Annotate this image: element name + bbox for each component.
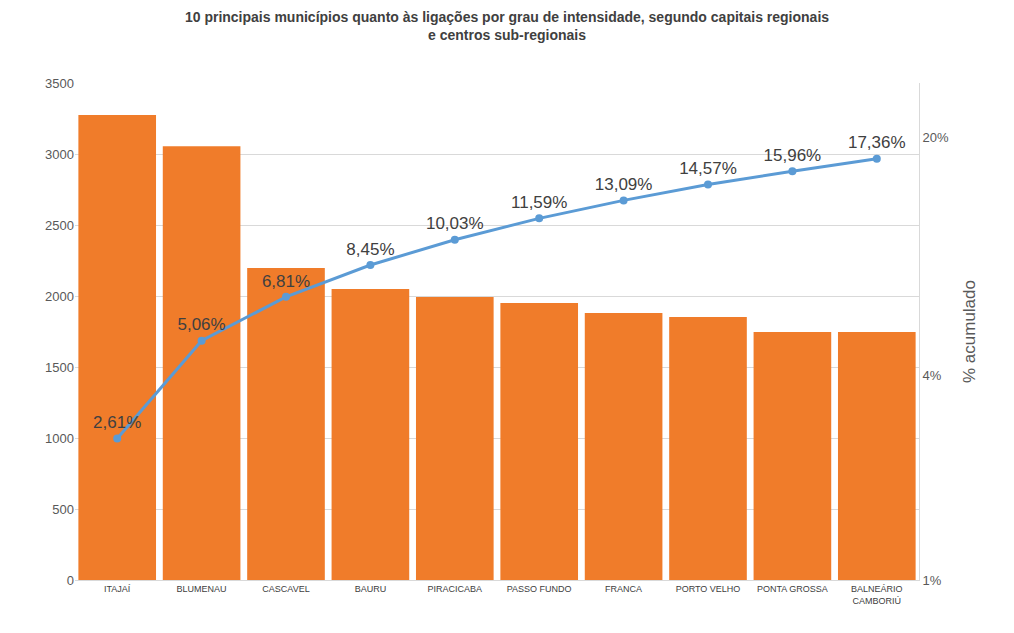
svg-text:ITAJAÍ: ITAJAÍ: [104, 584, 131, 594]
svg-text:13,09%: 13,09%: [595, 175, 653, 194]
svg-text:8,45%: 8,45%: [346, 240, 394, 259]
svg-text:PORTO VELHO: PORTO VELHO: [676, 584, 741, 594]
svg-text:15,96%: 15,96%: [764, 146, 822, 165]
svg-text:1%: 1%: [923, 573, 942, 588]
svg-text:11,59%: 11,59%: [511, 193, 567, 212]
svg-text:10 principais municípios quant: 10 principais municípios quanto às ligaç…: [185, 9, 829, 43]
svg-text:FRANCA: FRANCA: [605, 584, 642, 594]
svg-text:5,06%: 5,06%: [177, 315, 225, 334]
svg-text:PASSO FUNDO: PASSO FUNDO: [507, 584, 572, 594]
svg-text:3000: 3000: [45, 147, 74, 162]
svg-text:20%: 20%: [923, 130, 949, 145]
svg-text:CASCAVEL: CASCAVEL: [262, 584, 309, 594]
svg-text:4%: 4%: [923, 368, 942, 383]
svg-text:% acumulado: % acumulado: [960, 280, 979, 383]
svg-text:1500: 1500: [45, 360, 74, 375]
svg-text:2000: 2000: [45, 289, 74, 304]
svg-text:2500: 2500: [45, 218, 74, 233]
svg-text:BLUMENAU: BLUMENAU: [177, 584, 227, 594]
svg-text:BAURU: BAURU: [355, 584, 387, 594]
svg-text:3500: 3500: [45, 76, 74, 91]
svg-text:10,03%: 10,03%: [426, 214, 484, 233]
svg-text:PONTA GROSSA: PONTA GROSSA: [757, 584, 828, 594]
svg-text:PIRACICABA: PIRACICABA: [428, 584, 483, 594]
svg-text:17,36%: 17,36%: [848, 133, 906, 152]
svg-text:BALNEÁRIOCAMBORIÚ: BALNEÁRIOCAMBORIÚ: [851, 584, 903, 606]
svg-text:1000: 1000: [45, 431, 74, 446]
svg-text:500: 500: [52, 502, 74, 517]
svg-text:2,61%: 2,61%: [93, 413, 141, 432]
svg-text:14,57%: 14,57%: [679, 159, 737, 178]
svg-text:6,81%: 6,81%: [262, 272, 310, 291]
svg-text:0: 0: [67, 573, 74, 588]
